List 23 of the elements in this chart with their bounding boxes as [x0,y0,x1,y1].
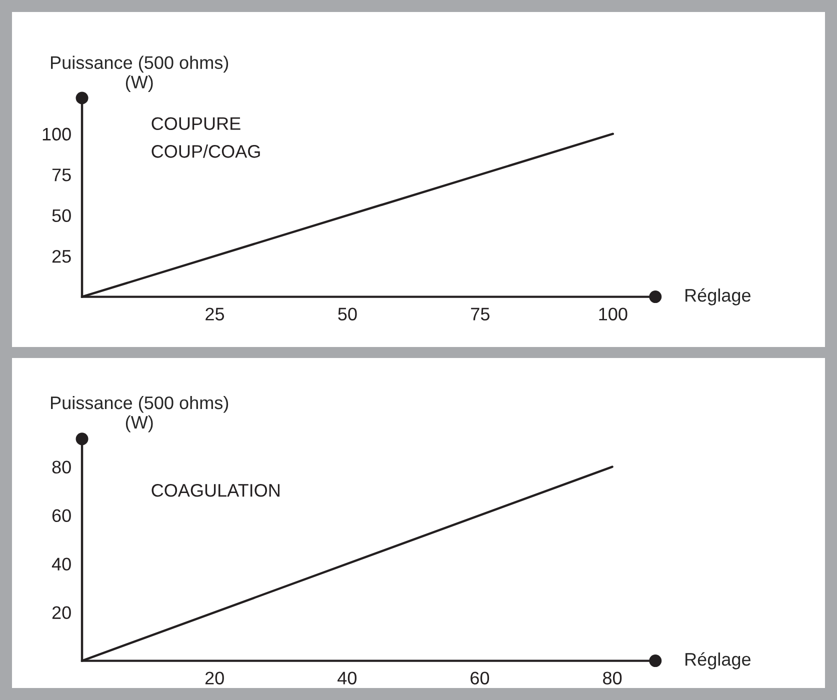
y-tick-label: 75 [52,168,71,182]
x-tick-label: 25 [206,308,224,320]
y-tick-label: 20 [52,606,71,620]
y-tick-label: 50 [52,209,71,222]
x-tick-label: 20 [205,672,224,684]
x-tick-label: 50 [338,308,357,320]
x-tick-label: 80 [603,672,622,684]
y-tick-label: 60 [52,509,71,522]
y-axis-title: Puissance (500 ohms) (W) [51,56,228,92]
y-axis-title: Puissance (500 ohms) (W) [51,396,228,432]
y-tick-label: 100 [42,128,71,141]
y-tick-label: 40 [52,558,71,571]
x-tick-label: 75 [471,308,490,320]
x-tick-label: 40 [338,672,356,684]
annotation: COAGULATION [152,484,280,497]
x-axis-title: Réglage [686,652,750,670]
x-tick-label: 60 [470,672,490,684]
y-tick-label: 80 [52,460,71,474]
annotation: COUPURE [152,117,240,130]
annotation: COUP/COAG [152,144,260,158]
x-axis-title: Réglage [686,288,750,306]
x-tick-label: 100 [599,308,628,320]
y-tick-label: 25 [52,250,71,263]
